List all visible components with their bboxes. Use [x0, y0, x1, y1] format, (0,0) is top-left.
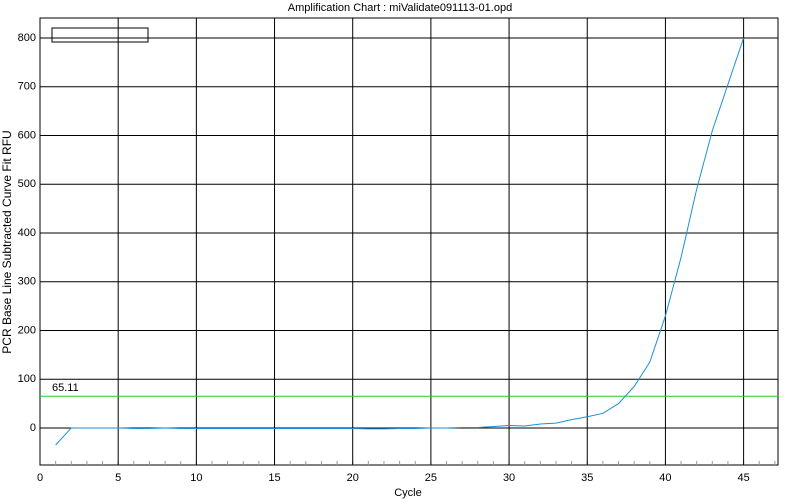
x-tick-label: 25 — [425, 472, 437, 484]
x-tick-label: 0 — [37, 472, 43, 484]
x-tick-label: 45 — [737, 472, 749, 484]
x-axis-label: Cycle — [394, 487, 422, 499]
y-axis-label: PCR Base Line Subtracted Curve Fit RFU — [0, 130, 14, 353]
x-tick-label: 40 — [659, 472, 671, 484]
legend-box — [51, 27, 149, 43]
x-tick-label: 30 — [503, 472, 515, 484]
y-tick-label: 400 — [18, 227, 36, 239]
y-tick-label: 300 — [18, 276, 36, 288]
x-tick-label: 20 — [347, 472, 359, 484]
y-tick-label: 0 — [30, 422, 36, 434]
plot-frame — [39, 17, 779, 466]
x-tick-label: 5 — [115, 472, 121, 484]
chart-title: Amplification Chart : miValidate091113-0… — [288, 2, 512, 14]
x-tick-label: 15 — [268, 472, 280, 484]
threshold-label: 65.11 — [52, 382, 79, 394]
amplification-curve — [55, 37, 745, 446]
y-tick-label: 100 — [18, 373, 36, 385]
x-tick-label: 35 — [581, 472, 593, 484]
y-tick-label: 500 — [18, 178, 36, 190]
y-tick-label: 700 — [18, 81, 36, 93]
x-tick-label: 10 — [190, 472, 202, 484]
y-tick-label: 200 — [18, 324, 36, 336]
y-tick-label: 600 — [18, 129, 36, 141]
y-tick-label: 800 — [18, 32, 36, 44]
